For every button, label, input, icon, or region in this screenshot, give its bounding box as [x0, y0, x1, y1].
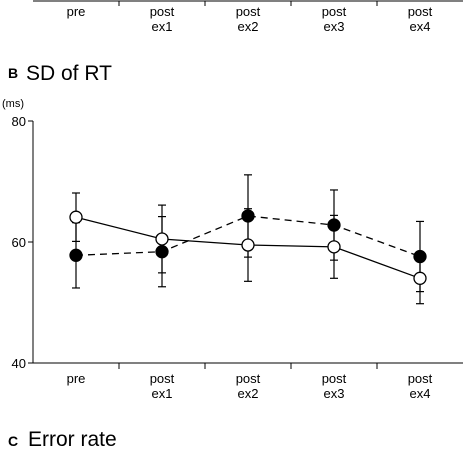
y-tick-label: 60 — [12, 235, 26, 250]
x-tick-label: post ex2 — [236, 371, 261, 401]
panel-label: B — [8, 65, 18, 81]
y-axis-label: (ms) — [2, 98, 24, 110]
y-tick-label: 80 — [12, 114, 26, 129]
x-tick-label: post ex1 — [150, 371, 175, 401]
marker — [413, 249, 427, 264]
marker — [241, 238, 255, 252]
marker — [69, 210, 83, 224]
x-tick-label: post ex3 — [322, 4, 347, 34]
panel-title: Error rate — [28, 428, 117, 451]
marker — [241, 209, 255, 223]
marker — [413, 271, 427, 285]
marker — [155, 245, 169, 259]
x-tick-label: post ex4 — [408, 4, 433, 34]
x-tick-label: post ex2 — [236, 4, 261, 34]
y-tick-label: 40 — [12, 356, 26, 371]
panel-label: C — [8, 433, 18, 449]
x-tick-label: post ex4 — [408, 371, 433, 401]
x-tick-label: post ex3 — [322, 371, 347, 401]
x-tick-label: post ex1 — [150, 4, 175, 34]
x-tick-label: pre — [67, 4, 86, 19]
marker — [155, 232, 169, 246]
marker — [69, 248, 83, 262]
marker — [327, 240, 341, 254]
chart-title: SD of RT — [26, 62, 112, 85]
x-tick-label: pre — [67, 371, 86, 386]
marker — [327, 218, 341, 232]
